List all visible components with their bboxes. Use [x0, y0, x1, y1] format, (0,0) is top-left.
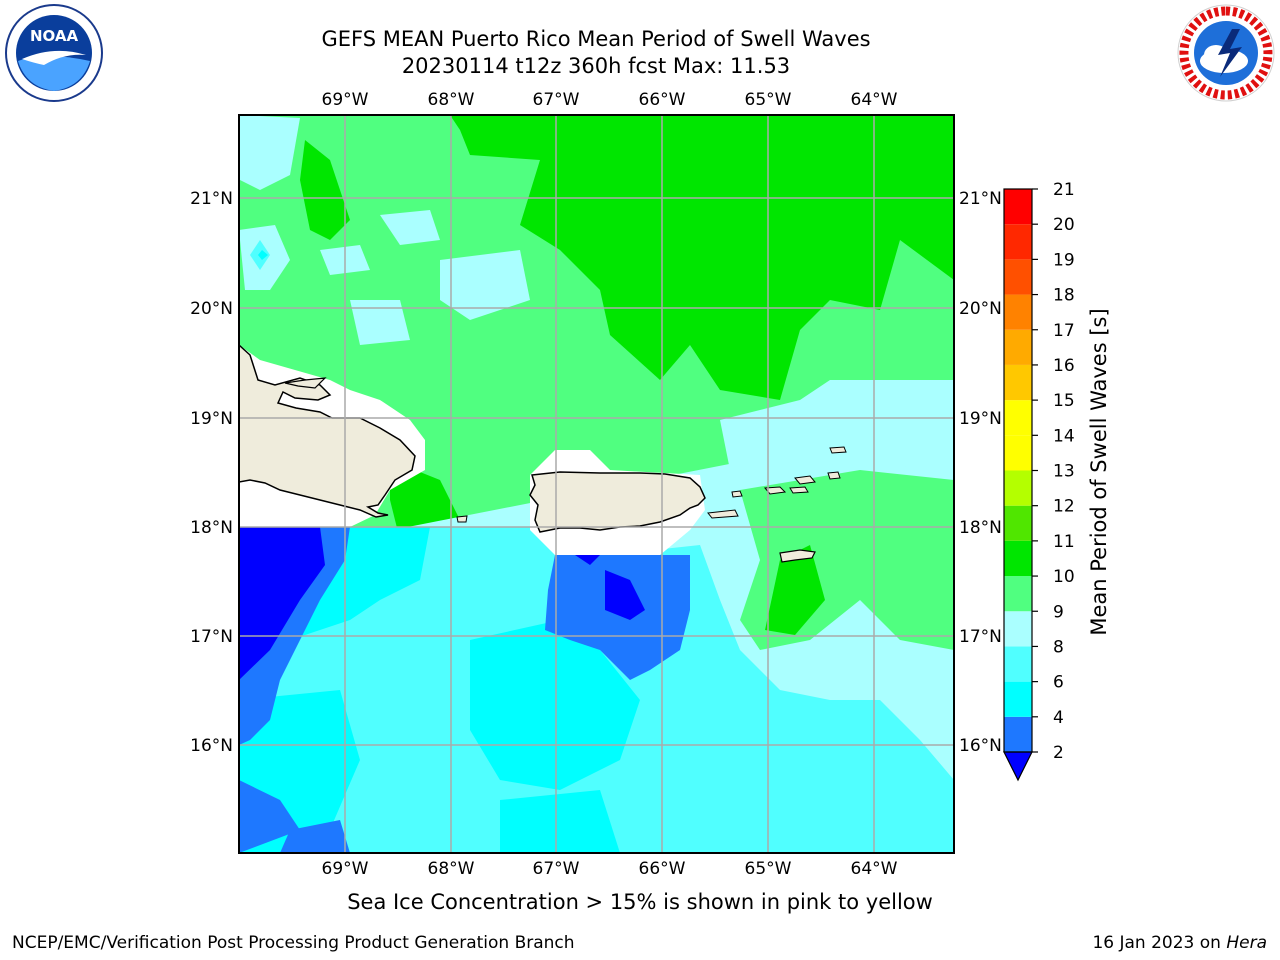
colorbar-segment: [1004, 224, 1032, 260]
colorbar-segment: [1004, 505, 1032, 541]
footer-credit: NCEP/EMC/Verification Post Processing Pr…: [12, 933, 575, 953]
colorbar-tick-label: 15: [1053, 391, 1075, 411]
colorbar-segment: [1004, 329, 1032, 365]
colorbar-tick-label: 9: [1053, 602, 1064, 622]
colorbar-tick-label: 21: [1053, 180, 1075, 200]
colorbar-tick-label: 18: [1053, 286, 1075, 306]
colorbar-tick-label: 12: [1053, 497, 1075, 517]
lon-label-bottom-64: 64°W: [851, 859, 898, 879]
colorbar-tick-label: 10: [1053, 567, 1075, 587]
map-frame: [238, 114, 955, 854]
footer-host: Hera: [1226, 933, 1267, 953]
colorbar-segment: [1004, 400, 1032, 436]
colorbar-segment: [1004, 364, 1032, 401]
swell-period-field: [239, 115, 954, 853]
colorbar-segment: [1004, 716, 1032, 752]
colorbar-tick-label: 17: [1053, 321, 1075, 341]
colorbar-tick-label: 14: [1053, 426, 1075, 446]
colorbar-tick-label: 20: [1053, 215, 1075, 235]
lat-label-left-18: 18°N: [190, 518, 233, 538]
colorbar-segment: [1004, 540, 1032, 577]
lat-label-right-17: 17°N: [959, 627, 1002, 647]
lon-label-top-65: 65°W: [745, 90, 792, 110]
sea-ice-caption: Sea Ice Concentration > 15% is shown in …: [347, 890, 933, 914]
svg-text:NOAA: NOAA: [30, 27, 79, 45]
colorbar-tick-label: 2: [1053, 743, 1064, 763]
lon-label-bottom-67: 67°W: [533, 859, 580, 879]
colorbar-tick-label: 11: [1053, 532, 1075, 552]
lat-label-left-17: 17°N: [190, 627, 233, 647]
lat-label-right-19: 19°N: [959, 409, 1002, 429]
lon-label-top-66: 66°W: [639, 90, 686, 110]
lat-label-left-19: 19°N: [190, 409, 233, 429]
footer-date-text: 16 Jan 2023 on: [1092, 933, 1227, 953]
lon-label-bottom-69: 69°W: [322, 859, 369, 879]
colorbar-segment: [1004, 189, 1032, 225]
colorbar-tick-label: 4: [1053, 708, 1064, 728]
lat-label-right-20: 20°N: [959, 299, 1002, 319]
colorbar-segment: [1004, 294, 1032, 330]
colorbar-tick-label: 6: [1053, 673, 1064, 693]
nws-logo: [1176, 3, 1276, 107]
lat-label-right-21: 21°N: [959, 189, 1002, 209]
lon-label-bottom-65: 65°W: [745, 859, 792, 879]
colorbar-tick-label: 13: [1053, 462, 1075, 482]
lat-label-left-20: 20°N: [190, 299, 233, 319]
colorbar-label: Mean Period of Swell Waves [s]: [1087, 308, 1111, 635]
colorbar-segment: [1004, 681, 1032, 717]
colorbar-tick-label: 16: [1053, 356, 1075, 376]
lat-label-right-18: 18°N: [959, 518, 1002, 538]
footer-date: 16 Jan 2023 on Hera: [1092, 933, 1267, 953]
lon-label-top-69: 69°W: [322, 90, 369, 110]
map-subtitle: 20230114 t12z 360h fcst Max: 11.53: [401, 54, 791, 78]
lat-label-right-16: 16°N: [959, 736, 1002, 756]
noaa-logo: NOAA: [4, 3, 104, 107]
colorbar-segment: [1004, 646, 1032, 682]
map-title: GEFS MEAN Puerto Rico Mean Period of Swe…: [321, 27, 871, 51]
colorbar-segment: [1004, 576, 1032, 612]
gridlines: [239, 115, 954, 853]
lon-label-bottom-68: 68°W: [428, 859, 475, 879]
lon-label-top-68: 68°W: [428, 90, 475, 110]
lon-label-top-67: 67°W: [533, 90, 580, 110]
colorbar-extend-min: [1003, 751, 1033, 782]
colorbar-segment: [1004, 259, 1032, 295]
colorbar-segment: [1004, 470, 1032, 506]
lat-label-left-16: 16°N: [190, 736, 233, 756]
lon-label-top-64: 64°W: [851, 90, 898, 110]
colorbar-tick-label: 8: [1053, 637, 1064, 657]
colorbar-tick-label: 19: [1053, 250, 1075, 270]
colorbar: 2 4 6 8 9 10 11 12 13 14 15 16 17 18 19 20 21: [1003, 180, 1075, 782]
colorbar-segment: [1004, 435, 1032, 471]
colorbar-segment: [1004, 611, 1032, 647]
lon-label-bottom-66: 66°W: [639, 859, 686, 879]
lat-label-left-21: 21°N: [190, 189, 233, 209]
